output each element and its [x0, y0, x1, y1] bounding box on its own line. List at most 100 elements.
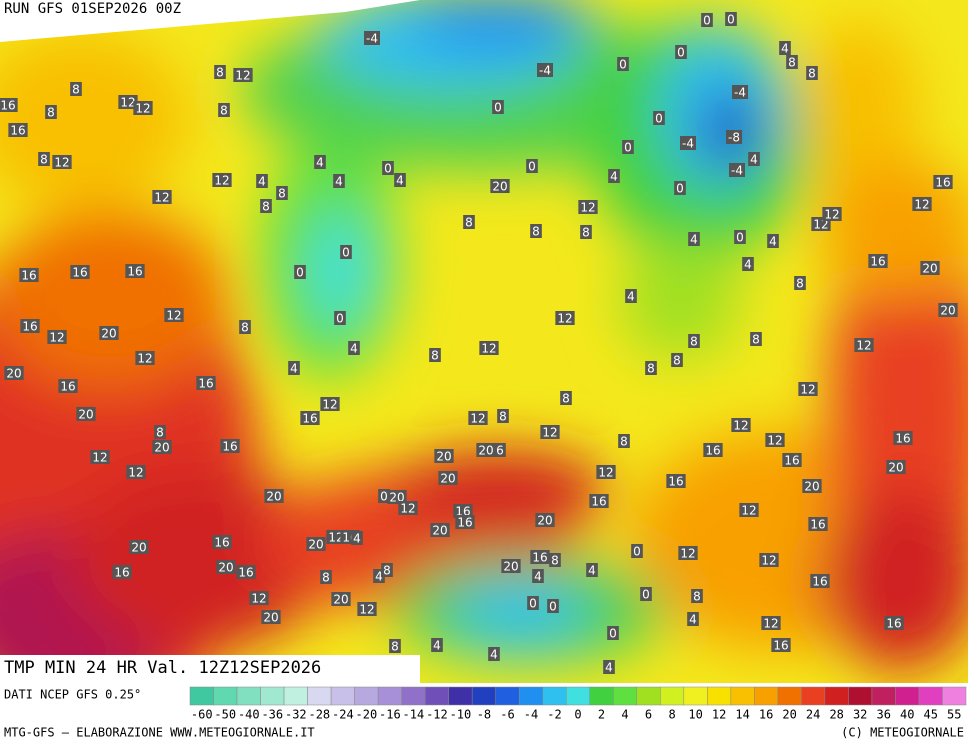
map-label: 12 [912, 197, 932, 212]
map-label: 0 [526, 159, 538, 174]
colorbar-tick-label: 6 [645, 708, 652, 722]
map-label-text: 4 [396, 174, 404, 188]
map-label-text: 4 [335, 175, 343, 189]
map-label-box [90, 450, 110, 464]
map-label-box [748, 152, 760, 166]
colorbar-cell [942, 686, 967, 706]
map-label: 16 [782, 453, 802, 468]
map-label: 12 [759, 553, 779, 568]
map-label-text: 0 [342, 246, 350, 260]
map-label-text: 20 [101, 327, 116, 341]
map-label-text: 12 [598, 466, 613, 480]
map-label: -8 [726, 130, 742, 145]
map-label-text: 12 [761, 554, 776, 568]
map-label-box [389, 639, 401, 653]
map-label-text: 4 [433, 639, 441, 653]
map-label: 16 [8, 123, 28, 138]
map-label-box [678, 546, 698, 560]
map-label-box [492, 100, 504, 114]
map-label: 0 [334, 311, 346, 326]
map-label-text: 12 [166, 309, 181, 323]
map-label-box [47, 330, 67, 344]
map-label: 16 [212, 535, 232, 550]
map-label: 4 [742, 257, 754, 272]
map-label-box [622, 140, 634, 154]
map-label: 12 [479, 341, 499, 356]
map-label: 12 [47, 330, 67, 345]
map-label-box [239, 320, 251, 334]
map-label-box [729, 163, 745, 177]
map-label-box [373, 569, 385, 583]
colorbar-tick-label: 36 [876, 708, 890, 722]
map-label-text: 0 [676, 182, 684, 196]
map-label-text: 8 [808, 67, 816, 81]
map-label: 20 [129, 540, 149, 555]
colorbar-tick-label: -4 [524, 708, 538, 722]
map-label: 8 [463, 215, 475, 230]
map-label: 0 [675, 45, 687, 60]
map-label: 20 [490, 179, 510, 194]
map-label-text: 4 [588, 564, 596, 578]
colorbar-tick-label: 45 [924, 708, 938, 722]
map-label-box [731, 418, 751, 432]
map-label-box [381, 563, 393, 577]
map-label-box [129, 540, 149, 554]
map-label: 4 [373, 569, 385, 584]
map-label-text: 0 [609, 627, 617, 641]
map-label: 8 [530, 224, 542, 239]
map-label: 20 [802, 479, 822, 494]
map-label-text: 0 [549, 600, 557, 614]
map-label-text: 20 [440, 472, 455, 486]
map-label: 8 [381, 563, 393, 578]
map-label-text: 8 [220, 104, 228, 118]
colorbar-cell [613, 686, 638, 706]
map-label-box [653, 111, 665, 125]
map-label: 16 [19, 268, 39, 283]
map-label-box [212, 173, 232, 187]
map-label-text: 16 [222, 440, 237, 454]
map-label: 20 [4, 366, 24, 381]
map-label-box [387, 490, 407, 504]
map-label-text: 0 [336, 312, 344, 326]
map-label-box [734, 230, 746, 244]
map-label: 0 [607, 626, 619, 641]
colorbar-tick-label: -8 [477, 708, 491, 722]
map-label-text: 12 [542, 426, 557, 440]
map-label-text: 8 [551, 554, 559, 568]
map-label: 4 [532, 569, 544, 584]
map-label-text: 12 [120, 96, 135, 110]
map-label-text: 16 [22, 320, 37, 334]
map-label-text: 8 [431, 349, 439, 363]
map-label-text: 8 [216, 66, 224, 80]
colorbar-cell [824, 686, 849, 706]
map-label-text: 20 [922, 262, 937, 276]
map-label-text: 16 [773, 639, 788, 653]
map-label-text: 8 [241, 321, 249, 335]
map-label: 16 [868, 254, 888, 269]
map-label: 12 [249, 591, 269, 606]
map-label: 0 [340, 245, 352, 260]
map-label-box [688, 232, 700, 246]
map-label: 16 [70, 265, 90, 280]
map-label-text: -4 [682, 137, 694, 151]
map-label-box [394, 173, 406, 187]
map-label-box [732, 85, 748, 99]
map-label-box [154, 425, 166, 439]
map-label: 12 [90, 450, 110, 465]
map-label: 0 [492, 100, 504, 115]
map-label-box [70, 82, 82, 96]
colorbar-tick-label: 20 [782, 708, 796, 722]
colorbar-cell [471, 686, 496, 706]
map-label-box [603, 660, 615, 674]
map-label-text: 12 [767, 434, 782, 448]
colorbar-tick-label: 12 [712, 708, 726, 722]
map-label-text: 0 [736, 231, 744, 245]
colorbar-tick-label: 28 [829, 708, 843, 722]
map-label-box [535, 513, 555, 527]
map-label-box [779, 41, 791, 55]
map-label: -4 [537, 63, 553, 78]
colorbar-tick-label: -12 [426, 708, 448, 722]
colorbar-tick-label: -50 [214, 708, 236, 722]
map-label-box [164, 308, 184, 322]
map-label: 16 [810, 574, 830, 589]
